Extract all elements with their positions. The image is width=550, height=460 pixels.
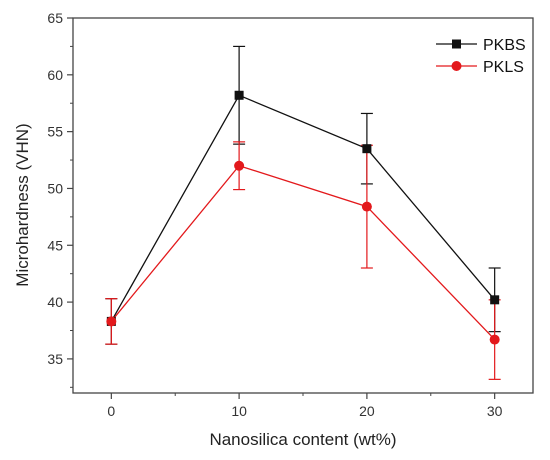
y-tick-label: 45: [47, 237, 63, 253]
legend-marker-pkbs: [452, 39, 461, 49]
x-axis-title: Nanosilica content (wt%): [209, 430, 396, 449]
y-tick-label: 60: [47, 67, 63, 83]
y-tick-label: 50: [47, 180, 63, 196]
data-point-pkls: [361, 201, 372, 212]
data-point-pkls: [106, 316, 117, 327]
data-point-pkls: [489, 334, 500, 345]
data-point-pkbs: [234, 90, 244, 100]
x-tick-label: 30: [487, 403, 503, 419]
y-tick-label: 35: [47, 351, 63, 367]
ticks-layer: 35 40 45 50 55 60 65 0 10 20 30: [47, 10, 502, 419]
y-tick-label: 55: [47, 124, 63, 140]
data-point-pkbs: [490, 295, 500, 305]
legend-label-pkbs: PKBS: [483, 37, 526, 54]
x-tick-label: 20: [359, 403, 375, 419]
y-axis-title: Microhardness (VHN): [13, 123, 32, 286]
series-lines-layer: [110, 94, 496, 341]
legend-marker-pkls: [451, 61, 462, 71]
plot-frame: [72, 17, 534, 394]
legend: PKBS PKLS: [436, 37, 526, 76]
markers-layer: [106, 90, 500, 345]
x-tick-label: 10: [231, 403, 247, 419]
series-line-pkls: [110, 164, 496, 341]
y-tick-label: 40: [47, 294, 63, 310]
data-point-pkbs: [362, 144, 372, 154]
series-line-pkbs: [110, 94, 496, 322]
data-point-pkls: [234, 160, 245, 171]
x-tick-label: 0: [107, 403, 115, 419]
error-bars-layer: [105, 45, 501, 380]
legend-label-pkls: PKLS: [483, 59, 524, 76]
y-tick-label: 65: [47, 10, 63, 26]
